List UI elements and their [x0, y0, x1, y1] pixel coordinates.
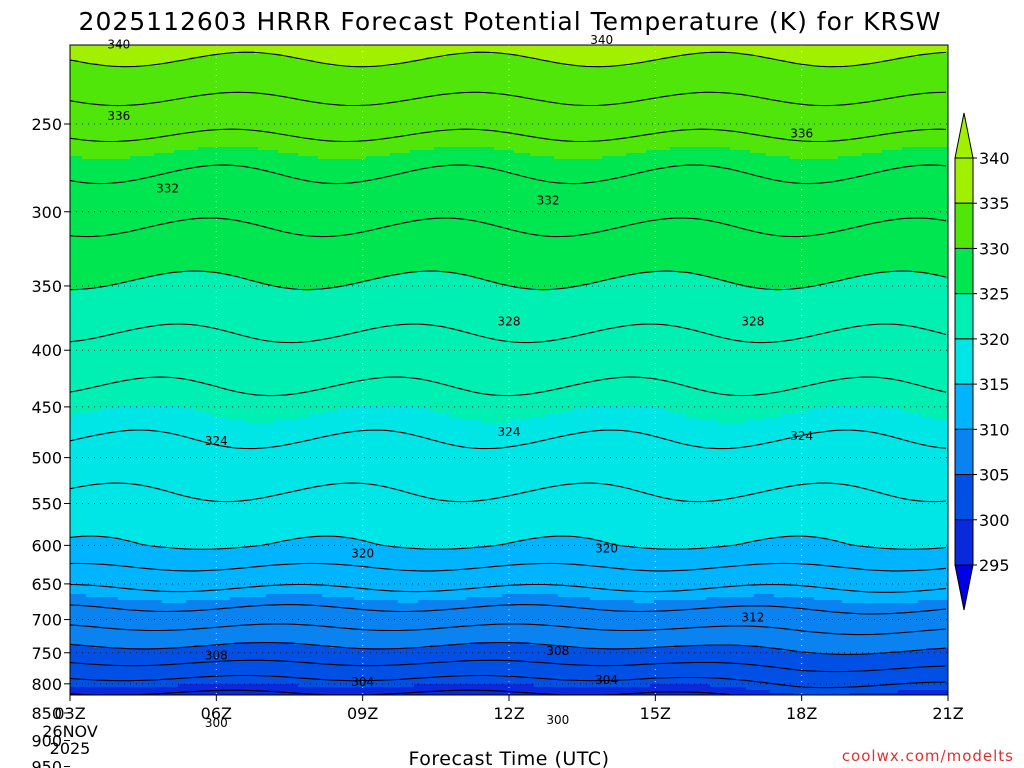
filled-contours — [70, 45, 951, 697]
chart-title: 2025112603 HRRR Forecast Potential Tempe… — [79, 7, 942, 36]
